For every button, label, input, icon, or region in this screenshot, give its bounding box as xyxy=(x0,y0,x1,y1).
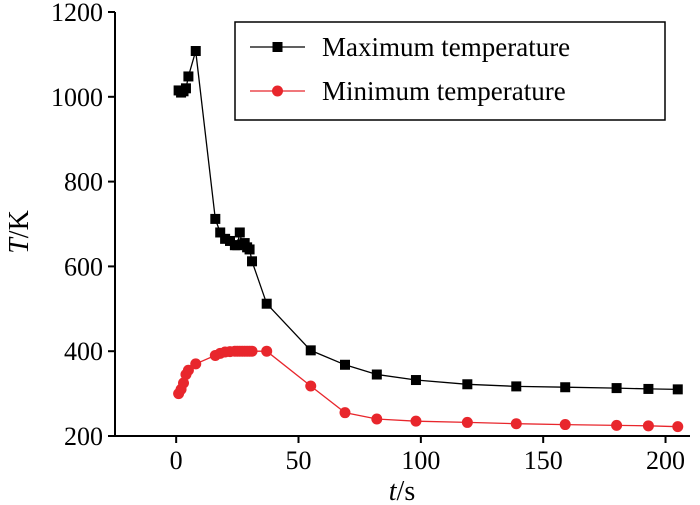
legend-marker xyxy=(272,85,283,97)
data-point xyxy=(339,407,351,419)
data-point xyxy=(340,359,350,370)
data-point xyxy=(244,244,255,255)
data-point xyxy=(510,418,522,430)
data-point xyxy=(305,345,316,356)
y-tick-label: 1000 xyxy=(51,83,103,112)
y-tick-label: 1200 xyxy=(51,0,103,27)
x-tick-label: 100 xyxy=(401,446,440,475)
legend: Maximum temperature Minimum temperature xyxy=(234,21,666,121)
x-axis-title: t/s xyxy=(389,476,415,505)
data-point xyxy=(210,213,221,224)
legend-items: Maximum temperature Minimum temperature xyxy=(250,32,570,106)
x-tick-label: 50 xyxy=(286,446,312,475)
data-point xyxy=(560,382,571,393)
data-point xyxy=(611,419,623,431)
data-point xyxy=(305,380,317,392)
data-point xyxy=(461,416,473,428)
data-point xyxy=(180,83,191,94)
data-point xyxy=(642,420,654,432)
x-tick-label: 150 xyxy=(524,446,563,475)
data-point xyxy=(511,381,522,392)
data-point xyxy=(246,345,258,357)
legend-label: Maximum temperature xyxy=(322,32,570,62)
data-point xyxy=(462,379,473,390)
series-maximum xyxy=(173,46,683,395)
data-point xyxy=(672,384,683,395)
y-tick-label: 800 xyxy=(64,168,103,197)
y-axis-title: T/K xyxy=(4,210,35,254)
y-tick-label: 600 xyxy=(64,252,103,281)
data-point xyxy=(643,383,654,394)
data-point xyxy=(672,421,684,433)
data-point xyxy=(190,46,201,57)
legend-box xyxy=(234,21,666,121)
series-line xyxy=(178,350,678,428)
data-point xyxy=(371,413,383,425)
x-tick-label: 0 xyxy=(170,446,183,475)
data-point xyxy=(215,227,226,238)
x-tick-label: 200 xyxy=(646,446,685,475)
ticks-layer: 0 50 100 150 200 200 400 600 800 1000 1200 xyxy=(51,0,685,475)
data-point xyxy=(234,227,245,238)
data-point xyxy=(410,375,421,386)
data-point xyxy=(261,298,272,309)
data-point xyxy=(247,256,258,267)
data-point xyxy=(261,345,273,357)
data-point xyxy=(182,364,194,376)
legend-label: Minimum temperature xyxy=(322,76,566,106)
data-point xyxy=(190,358,202,370)
data-point xyxy=(611,383,622,394)
data-point xyxy=(183,71,194,82)
y-tick-label: 200 xyxy=(64,422,103,451)
data-point xyxy=(178,377,190,389)
y-tick-label: 400 xyxy=(64,337,103,366)
legend-marker xyxy=(272,42,283,52)
data-point xyxy=(410,415,422,427)
data-point xyxy=(559,419,571,431)
series-minimum xyxy=(173,345,684,433)
data-point xyxy=(371,369,382,380)
series-layer xyxy=(173,46,684,433)
